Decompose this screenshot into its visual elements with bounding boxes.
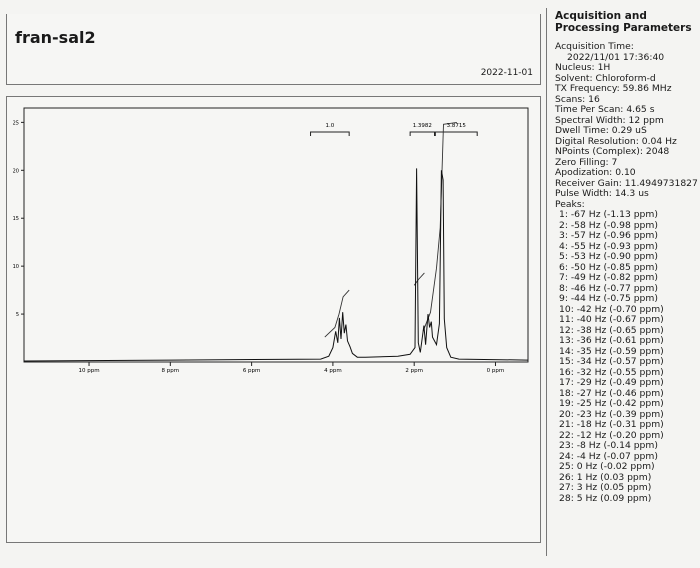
parameter-row: Scans: 16 [555,93,600,105]
peak-row: 2: -58 Hz (-0.98 ppm) [559,219,658,231]
parameters-heading-line2: Processing Parameters [555,22,692,34]
peak-row: 7: -49 Hz (-0.82 ppm) [559,272,658,283]
plot-area-border [23,107,529,363]
peak-row: 17: -29 Hz (-0.49 ppm) [559,377,664,388]
peak-row: 24: -4 Hz (-0.07 ppm) [559,450,658,462]
peak-row: 3: -57 Hz (-0.96 ppm) [559,230,658,241]
parameter-row: Nucleus: 1H [555,62,611,73]
parameter-row: NPoints (Complex): 2048 [555,146,670,157]
peak-row: 18: -27 Hz (-0.46 ppm) [559,387,664,399]
integral-label: 1.3982 [413,123,432,129]
parameter-row: Zero Filling: 7 [555,156,618,168]
parameter-row: Time Per Scan: 4.65 s [555,104,655,115]
parameter-row: Peaks: [555,198,585,210]
parameters-heading-line1: Acquisition and [555,10,647,22]
acquisition-date: 2022-11-01 [480,68,533,78]
peak-row: 6: -50 Hz (-0.85 ppm) [559,261,658,273]
x-tick-label: 10 ppm [78,368,99,374]
x-tick-label: 6 ppm [243,368,261,374]
integral-label: 3.8715 [447,123,467,129]
nmr-spectrum-chart: 10 ppm 8 ppm 6 ppm 4 ppm 2 ppm 0 ppm 5 10 15 20 25… [13,107,529,374]
parameter-row: Receiver Gain: 11.4949731827 [555,177,698,189]
y-tick-label: 10 [13,264,19,270]
acq-time-value: 2022/11/01 17:36:40 [567,51,665,63]
peak-row: 1: -67 Hz (-1.13 ppm) [559,209,658,220]
parameter-list: Nucleus: 1H Solvent: Chloroform-d TX Frequ… [547,62,698,210]
peak-row: 16: -32 Hz (-0.55 ppm) [559,366,664,378]
peak-row: 27: 3 Hz (0.05 ppm) [559,482,652,493]
peak-row: 19: -25 Hz (-0.42 ppm) [559,398,664,409]
parameters-panel: Acquisition and Processing Parameters Ac… [546,8,698,556]
peak-row: 21: -18 Hz (-0.31 ppm) [559,419,664,430]
peak-row: 10: -42 Hz (-0.70 ppm) [559,303,664,315]
spectrum-plot-frame [6,96,541,543]
x-tick-label: 4 ppm [324,368,342,374]
peak-row: 22: -12 Hz (-0.20 ppm) [559,429,664,441]
parameter-row: Pulse Width: 14.3 us [555,188,649,199]
parameter-row: TX Frequency: 59.86 MHz [555,83,672,94]
acq-time-label: Acquisition Time: [555,41,634,52]
y-tick-label: 20 [13,168,19,174]
peak-row: 13: -36 Hz (-0.61 ppm) [559,335,664,346]
peak-row: 28: 5 Hz (0.09 ppm) [559,492,652,504]
peak-row: 5: -53 Hz (-0.90 ppm) [559,251,658,262]
spectrum-trace [23,168,529,362]
parameter-row: Solvent: Chloroform-d [555,72,656,84]
parameter-row: Dwell Time: 0.29 uS [555,125,647,136]
integral-bracket [434,131,478,136]
peak-row: 12: -38 Hz (-0.65 ppm) [559,324,664,336]
integral-label: 1.0 [325,123,334,129]
integral-bracket [310,131,350,136]
peak-row: 11: -40 Hz (-0.67 ppm) [559,314,664,325]
integral-bracket [409,131,436,136]
parameter-row: Apodization: 0.10 [555,167,636,178]
peak-row: 14: -35 Hz (-0.59 ppm) [559,345,664,357]
peak-row: 8: -46 Hz (-0.77 ppm) [559,282,658,294]
peak-row: 26: 1 Hz (0.03 ppm) [559,471,652,483]
peak-row: 25: 0 Hz (-0.02 ppm) [559,461,655,472]
parameter-row: Spectral Width: 12 ppm [555,114,664,126]
x-tick-label: 0 ppm [487,368,505,374]
peak-row: 23: -8 Hz (-0.14 ppm) [559,440,658,451]
parameters-heading: Acquisition and Processing Parameters [555,10,697,34]
parameter-row: Digital Resolution: 0.04 Hz [555,135,677,147]
y-tick-label: 5 [16,312,19,318]
y-tick-label: 15 [13,216,19,222]
peak-list: 1: -67 Hz (-1.13 ppm) 2: -58 Hz (-0.98 pp… [547,209,697,504]
integral-curve [324,289,350,338]
peak-row: 9: -44 Hz (-0.75 ppm) [559,293,658,304]
x-tick-label: 8 ppm [162,368,180,374]
peak-row: 15: -34 Hz (-0.57 ppm) [559,356,664,367]
peak-row: 4: -55 Hz (-0.93 ppm) [559,240,658,252]
peak-row: 20: -23 Hz (-0.39 ppm) [559,408,664,420]
header-box: fran-sal2 2022-11-01 [6,14,541,85]
x-tick-label: 2 ppm [405,368,423,374]
y-tick-label: 25 [13,120,19,126]
sample-title: fran-sal2 [15,28,96,47]
